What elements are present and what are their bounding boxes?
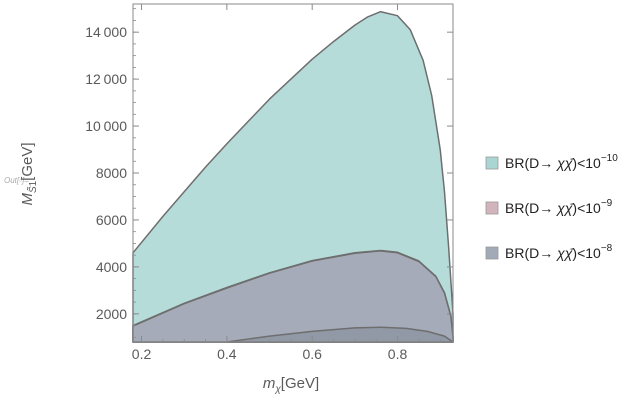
legend-chi: χχ̄ [555,245,574,261]
legend-relation: )<10 [572,155,601,171]
x-axis-label-sub: χ [274,384,281,395]
y-axis-label-sub2: 1 [28,180,39,186]
legend-swatch [485,246,499,260]
legend-relation: )<10 [572,200,601,216]
x-tick-label: 0.8 [388,346,408,362]
legend-prefix: BR(D→ [505,155,557,171]
x-axis-label-unit: [GeV] [281,375,319,392]
legend-exponent: −9 [601,198,613,209]
y-axis-label-unit: [GeV] [19,142,36,180]
legend-entry-label: BR(D→ χχ̄)<10−8 [505,243,613,261]
legend-exponent: −10 [601,153,618,164]
legend-swatch [485,201,499,215]
legend-exponent: −8 [601,243,613,254]
y-tick-label: 2000 [96,306,127,322]
legend-prefix: BR(D→ [505,200,557,216]
x-axis-label-main: m [263,375,276,392]
y-axis-label-main: M [19,193,36,206]
legend-relation: )<10 [572,245,601,261]
region-series-4 [226,326,454,343]
cell-output-label: Out[◦]= [4,176,29,185]
y-tick-label: 6000 [96,212,127,228]
x-tick-label: 0.6 [302,346,322,362]
regions-layer [132,10,454,343]
legend-entry-label: BR(D→ χχ̄)<10−10 [505,153,618,171]
legend-entry-label: BR(D→ χχ̄)<10−9 [505,198,613,216]
y-axis-label-sub: S̃ [26,186,39,193]
legend-chi: χχ̄ [555,155,574,171]
y-tick-label: 10 000 [85,118,127,134]
x-tick-label: 0.4 [217,346,237,362]
x-axis-label: mχ[GeV] [263,375,319,395]
y-tick-label: 12 000 [85,71,127,87]
y-tick-label: 8000 [96,165,127,181]
x-tick-label: 0.2 [132,346,152,362]
y-tick-label: 14 000 [85,24,127,40]
y-tick-label: 4000 [96,259,127,275]
y-axis-label: MS̃1[GeV] [19,142,39,205]
legend-chi: χχ̄ [555,200,574,216]
x-axis-ticks: 0.2 0.4 0.6 0.8 [132,4,441,362]
region-series-3 [132,250,454,343]
legend-swatch [485,156,499,170]
legend-prefix: BR(D→ [505,245,557,261]
y-axis-ticks: 2000 4000 6000 8000 10 000 12 000 14 000 [85,8,453,338]
